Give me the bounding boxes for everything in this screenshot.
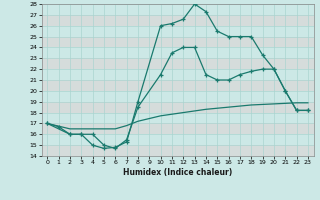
Bar [42,58,314,69]
Bar [42,145,314,156]
Bar [42,15,314,26]
Bar [42,37,314,47]
X-axis label: Humidex (Indice chaleur): Humidex (Indice chaleur) [123,168,232,177]
Bar [42,80,314,91]
Bar [42,123,314,134]
Bar [42,102,314,113]
